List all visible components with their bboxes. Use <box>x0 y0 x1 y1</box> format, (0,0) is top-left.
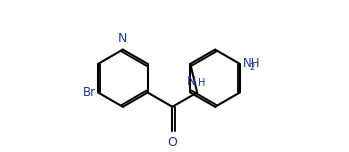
Text: Br: Br <box>83 86 96 99</box>
Text: 2: 2 <box>249 63 254 72</box>
Text: N: N <box>118 32 127 45</box>
Text: N: N <box>187 75 196 88</box>
Text: O: O <box>168 136 177 149</box>
Text: NH: NH <box>243 57 260 70</box>
Text: H: H <box>198 78 206 88</box>
